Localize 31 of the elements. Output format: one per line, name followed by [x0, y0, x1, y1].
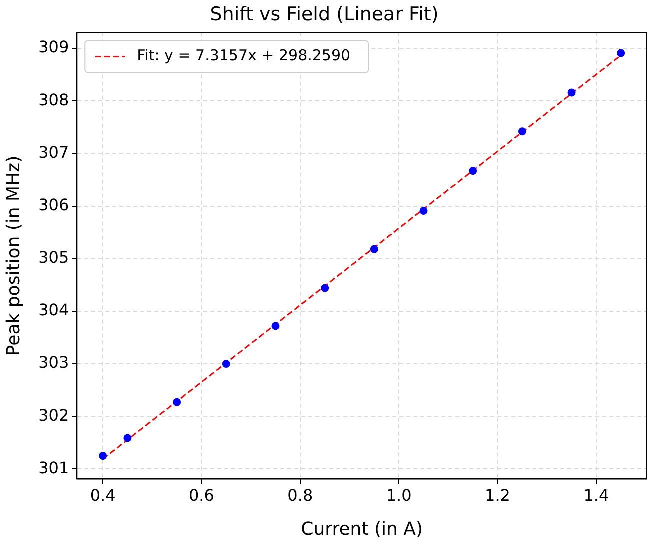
x-tick-label: 0.8	[288, 486, 314, 505]
point	[321, 284, 330, 292]
x-tick-label: 0.6	[188, 486, 214, 505]
point	[124, 434, 132, 442]
chart-title: Shift vs Field (Linear Fit)	[210, 3, 439, 26]
x-tick-label: 1.0	[386, 486, 412, 505]
y-tick-label: 303	[38, 353, 70, 372]
x-axis-title: Current (in A)	[301, 518, 423, 540]
point	[420, 207, 428, 216]
y-tick-label: 301	[38, 458, 70, 478]
point	[370, 245, 378, 254]
y-tick-label: 306	[38, 195, 70, 214]
y-tick-label: 308	[38, 90, 70, 110]
point	[617, 49, 626, 58]
y-tick-label: 307	[38, 142, 70, 162]
point	[99, 452, 108, 460]
y-tick-label: 305	[38, 248, 70, 268]
x-tick-label: 1.2	[485, 486, 510, 505]
point	[518, 128, 526, 136]
y-tick-label: 304	[38, 300, 70, 320]
point	[222, 360, 230, 368]
x-tick-label: 1.4	[584, 486, 610, 505]
x-tick-label: 0.4	[90, 486, 116, 505]
y-tick-label: 302	[38, 406, 70, 425]
legend-label: Fit: y = 7.3157x + 298.2590	[137, 46, 351, 65]
point	[272, 322, 280, 330]
point	[469, 167, 478, 176]
y-axis-title: Peak position (in MHz)	[3, 156, 24, 356]
point	[173, 398, 182, 406]
point	[568, 88, 576, 97]
y-tick-label: 309	[38, 38, 70, 57]
